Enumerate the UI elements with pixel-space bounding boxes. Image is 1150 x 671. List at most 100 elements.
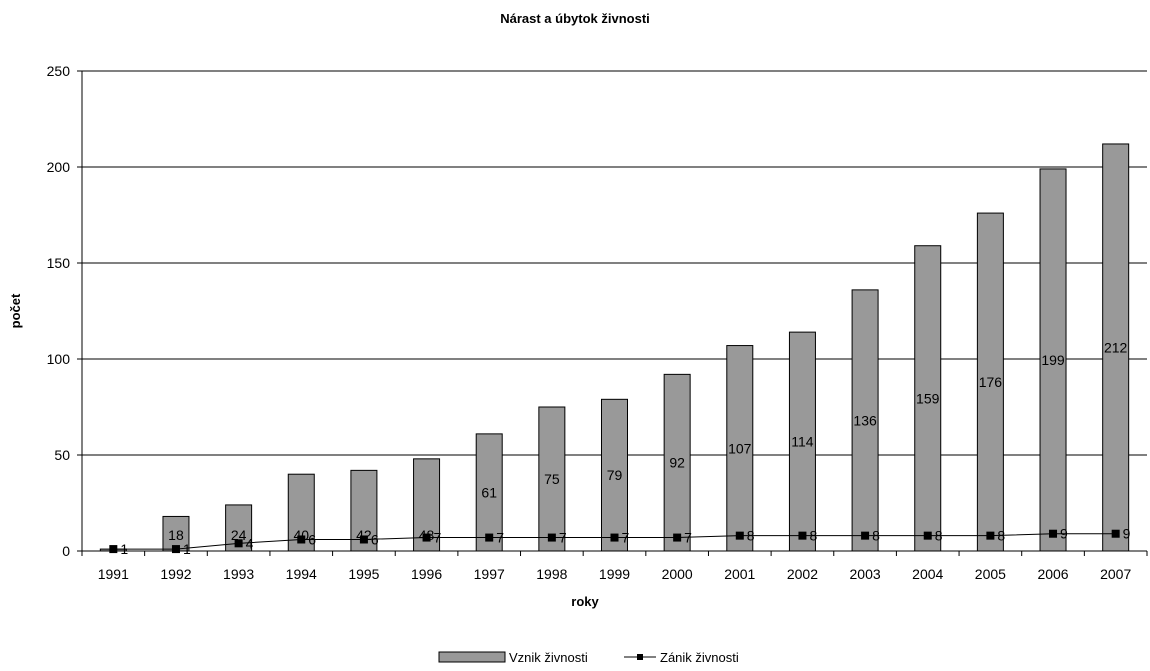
- legend: Vznik živnosti Zánik živnosti: [438, 650, 739, 665]
- line-marker: [359, 535, 368, 544]
- bar-data-label: 159: [916, 390, 940, 406]
- line-series: [109, 529, 1120, 554]
- line-marker: [861, 531, 870, 540]
- x-tick-label: 2002: [787, 566, 818, 582]
- x-tick-label: 1992: [160, 566, 191, 582]
- bar: [663, 373, 691, 552]
- x-tick-label: 2005: [975, 566, 1006, 582]
- line-marker: [234, 539, 243, 548]
- y-axis-title: počet: [8, 293, 23, 328]
- x-tick-label: 2001: [724, 566, 755, 582]
- line-data-label: 8: [809, 528, 817, 544]
- x-tick-label: 2003: [850, 566, 881, 582]
- y-tick-label: 200: [47, 159, 71, 175]
- gridlines: [82, 70, 1147, 456]
- line-marker: [171, 545, 180, 554]
- bar-data-label: 136: [853, 412, 877, 428]
- line-marker: [735, 531, 744, 540]
- line-marker: [923, 531, 932, 540]
- bar-data-label: 107: [728, 440, 752, 456]
- bar-data-label: 212: [1104, 339, 1128, 355]
- x-tick-label: 1991: [98, 566, 129, 582]
- line-data-label: 1: [120, 541, 128, 557]
- line-marker: [297, 535, 306, 544]
- axes: [77, 70, 1148, 556]
- x-tick-label: 2000: [662, 566, 693, 582]
- x-tick-label: 1998: [536, 566, 567, 582]
- bar: [851, 289, 879, 552]
- x-tick-label: 1999: [599, 566, 630, 582]
- line-marker: [673, 533, 682, 542]
- bar: [788, 331, 816, 552]
- line-marker: [798, 531, 807, 540]
- chart-title: Nárast a úbytok živnosti: [500, 11, 650, 26]
- bar-data-label: 79: [607, 467, 623, 483]
- bar: [601, 398, 628, 552]
- line-data-label: 8: [747, 528, 755, 544]
- x-tick-label: 2006: [1037, 566, 1068, 582]
- bar-data-label: 176: [979, 374, 1003, 390]
- line-marker: [422, 533, 431, 542]
- line-data-label: 8: [935, 528, 943, 544]
- bar: [914, 245, 942, 552]
- bar-data-label: 42: [356, 527, 372, 543]
- x-tick-label: 1993: [223, 566, 254, 582]
- bar-data-label: 199: [1041, 352, 1065, 368]
- line-data-label: 7: [559, 530, 567, 546]
- bar-series: [99, 143, 1130, 552]
- legend-label-line: Zánik živnosti: [660, 650, 739, 665]
- y-tick-label: 0: [62, 543, 70, 559]
- x-tick-label: 2004: [912, 566, 943, 582]
- bar-data-label: 48: [419, 527, 435, 543]
- x-tick-label: 1994: [286, 566, 317, 582]
- line-data-label: 1: [183, 541, 191, 557]
- bar: [1039, 168, 1067, 552]
- bar-data-label: 75: [544, 471, 560, 487]
- line-marker: [109, 545, 118, 554]
- bar-data-label: 92: [669, 455, 685, 471]
- bar-data-label: 18: [168, 527, 184, 543]
- line-marker: [986, 531, 995, 540]
- line-data-label: 9: [1123, 526, 1131, 542]
- bar-data-label: 114: [791, 434, 814, 450]
- y-tick-label: 100: [47, 351, 71, 367]
- line-data-label: 7: [622, 530, 630, 546]
- line-data-label: 4: [246, 535, 254, 551]
- line-data-label: 7: [496, 530, 504, 546]
- y-tick-label: 50: [54, 447, 70, 463]
- bar: [475, 433, 503, 552]
- x-tick-label: 1995: [348, 566, 379, 582]
- bar: [538, 406, 566, 552]
- legend-label-bar: Vznik živnosti: [509, 650, 588, 665]
- line-marker: [485, 533, 494, 542]
- line-marker: [1111, 529, 1120, 538]
- x-tick-label: 1996: [411, 566, 442, 582]
- bar-data-label: 24: [231, 527, 247, 543]
- line-marker: [1049, 529, 1058, 538]
- legend-swatch-marker: [637, 654, 643, 660]
- bar-data-label: 61: [481, 484, 497, 500]
- line-data-label: 9: [1060, 526, 1068, 542]
- line-data-label: 6: [308, 531, 316, 547]
- bar-data-label: 40: [293, 527, 309, 543]
- x-tick-label: 1997: [474, 566, 505, 582]
- x-axis-title: roky: [571, 594, 599, 609]
- y-tick-label: 150: [47, 255, 71, 271]
- line-data-label: 7: [684, 530, 692, 546]
- line-marker: [610, 533, 619, 542]
- x-tick-label: 2007: [1100, 566, 1131, 582]
- bar: [976, 212, 1004, 552]
- bar: [1102, 143, 1130, 552]
- line-data-label: 8: [997, 528, 1005, 544]
- bar: [726, 345, 754, 552]
- line-marker: [547, 533, 556, 542]
- legend-swatch-bar: [438, 651, 506, 663]
- line-data-label: 6: [371, 531, 379, 547]
- line-data-label: 8: [872, 528, 880, 544]
- line-data-label: 7: [434, 530, 442, 546]
- y-tick-label: 250: [47, 63, 71, 79]
